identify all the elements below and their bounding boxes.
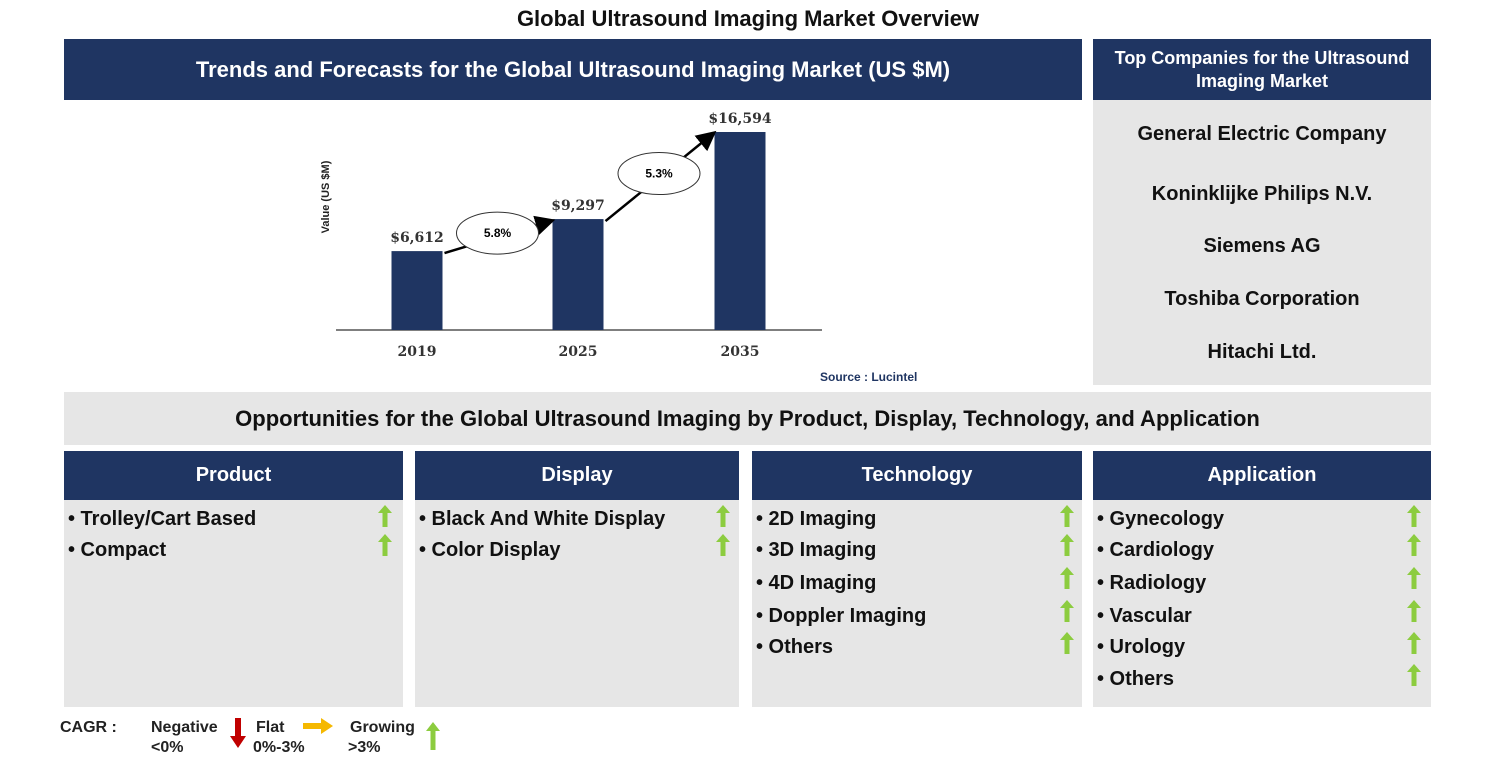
cagr-growing-label: Growing — [350, 719, 415, 736]
growing-arrow-icon — [1407, 534, 1421, 556]
x-tick-label: 2019 — [398, 344, 437, 360]
segment-item: • Urology — [1097, 636, 1186, 658]
bar — [391, 251, 443, 330]
growing-arrow-icon — [426, 722, 440, 750]
company-item: General Electric Company — [1137, 123, 1387, 145]
growing-arrow-icon — [716, 505, 730, 527]
growing-arrow-icon — [1407, 664, 1421, 686]
segment-item: • Cardiology — [1097, 539, 1215, 561]
cagr-negative-range: <0% — [151, 739, 184, 756]
cagr-negative-label: Negative — [151, 719, 218, 736]
company-item: Siemens AG — [1203, 235, 1321, 257]
y-axis-label: Value (US $M) — [320, 160, 332, 233]
segment-header-application: Application — [1093, 451, 1431, 500]
segment-header-display: Display — [415, 451, 739, 500]
trend-header: Trends and Forecasts for the Global Ultr… — [64, 39, 1082, 100]
segment-item: • Trolley/Cart Based — [68, 508, 257, 530]
segment-item: • Others — [756, 636, 834, 658]
cagr-value-label: 5.3% — [645, 167, 673, 181]
segment-item: • Gynecology — [1097, 508, 1225, 530]
segment-header-technology: Technology — [752, 451, 1082, 500]
bar — [552, 219, 604, 330]
segment-item: • 3D Imaging — [756, 539, 877, 561]
cagr-growing-range: >3% — [348, 739, 381, 756]
segment-item: • Color Display — [419, 539, 561, 561]
bar — [714, 132, 766, 330]
companies-header: Top Companies for the Ultrasound Imaging… — [1093, 39, 1431, 100]
x-tick-label: 2025 — [559, 344, 598, 360]
flat-arrow-icon — [303, 718, 333, 734]
bar-value-label: $16,594 — [708, 111, 772, 127]
growing-arrow-icon — [1060, 534, 1074, 556]
cagr-flat-range: 0%-3% — [253, 739, 305, 756]
segment-item: • Doppler Imaging — [756, 605, 927, 627]
growing-arrow-icon — [1060, 567, 1074, 589]
company-item: Toshiba Corporation — [1164, 288, 1360, 310]
segment-item: • Black And White Display — [419, 508, 666, 530]
segment-item: • 4D Imaging — [756, 572, 877, 594]
growing-arrow-icon — [1407, 567, 1421, 589]
growing-arrow-icon — [1407, 600, 1421, 622]
source-label: Source : Lucintel — [820, 370, 918, 384]
cagr-bubble — [456, 211, 539, 255]
opportunities-banner: Opportunities for the Global Ultrasound … — [64, 392, 1431, 445]
cagr-value-label: 5.8% — [484, 226, 512, 240]
growing-arrow-icon — [1407, 505, 1421, 527]
growing-arrow-icon — [1407, 632, 1421, 654]
segment-panel-application: • Gynecology • Cardiology • Radiology • … — [1093, 500, 1431, 707]
company-item: Hitachi Ltd. — [1207, 341, 1317, 363]
company-item: Koninklijke Philips N.V. — [1151, 183, 1373, 205]
bar-value-label: $6,612 — [390, 230, 444, 246]
negative-arrow-icon — [230, 718, 246, 748]
growing-arrow-icon — [1060, 505, 1074, 527]
growing-arrow-icon — [1060, 632, 1074, 654]
cagr-legend-label: CAGR : — [60, 719, 117, 736]
segment-panel-product: • Trolley/Cart Based • Compact — [64, 500, 403, 707]
growing-arrow-icon — [1060, 600, 1074, 622]
growing-arrow-icon — [378, 505, 392, 527]
x-tick-label: 2035 — [721, 344, 760, 360]
bar-value-label: $9,297 — [551, 198, 605, 214]
growing-arrow-icon — [716, 534, 730, 556]
growing-arrow-icon — [378, 534, 392, 556]
cagr-bubble — [617, 152, 701, 196]
segment-item: • Radiology — [1097, 572, 1207, 594]
companies-panel: General Electric Company Koninklijke Phi… — [1093, 100, 1431, 385]
segment-panel-technology: • 2D Imaging • 3D Imaging • 4D Imaging •… — [752, 500, 1082, 707]
page-title: Global Ultrasound Imaging Market Overvie… — [516, 6, 980, 31]
segment-header-product: Product — [64, 451, 403, 500]
segment-item: • Compact — [68, 539, 167, 561]
market-bar-chart: Value (US $M) $6,612 2019 $9,297 2025 $16,594… — [320, 111, 822, 360]
segment-panel-display: • Black And White Display • Color Displa… — [415, 500, 739, 707]
segment-item: • Vascular — [1097, 605, 1192, 627]
segment-item: • 2D Imaging — [756, 508, 877, 530]
cagr-flat-label: Flat — [256, 719, 285, 736]
segment-item: • Others — [1097, 668, 1175, 690]
